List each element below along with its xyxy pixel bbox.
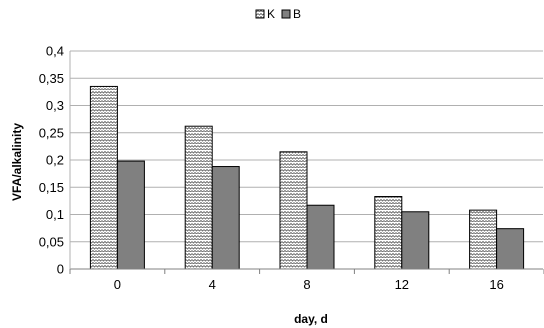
- bar-b-8: [306, 204, 335, 270]
- x-tick-labels: 0 4 8 12 16: [114, 277, 504, 292]
- x-tick-label: 16: [489, 277, 503, 292]
- bar-b-4: [211, 166, 240, 270]
- bar-k-4: [184, 125, 213, 270]
- y-tick-label: 0,1: [46, 207, 64, 222]
- y-tick-label: 0: [57, 262, 64, 277]
- bar-b-16: [496, 228, 525, 270]
- bar-k-12: [374, 196, 403, 270]
- y-tick-label: 0,05: [39, 234, 64, 249]
- legend-label-b: B: [293, 7, 301, 21]
- x-tick-label: 12: [395, 277, 409, 292]
- x-axis-title: day, d: [294, 312, 328, 326]
- y-axis-title: VFA/alkalinity: [10, 123, 24, 201]
- y-tick-label: 0,35: [39, 71, 64, 86]
- bar-k-16: [469, 209, 498, 270]
- bar-b-12: [401, 211, 430, 270]
- y-tick-label: 0,15: [39, 180, 64, 195]
- legend-swatch-k: [255, 9, 265, 19]
- axes: [69, 51, 544, 274]
- x-tick-label: 8: [303, 277, 310, 292]
- y-tick-label: 0,25: [39, 125, 64, 140]
- x-tick-label: 4: [209, 277, 216, 292]
- y-tick-label: 0,3: [46, 98, 64, 113]
- bars: [89, 85, 525, 270]
- y-tick-label: 0,2: [46, 153, 64, 168]
- legend-swatch-b: [281, 9, 291, 19]
- bar-b-0: [116, 160, 145, 270]
- bar-k-0: [89, 85, 118, 270]
- y-tick-labels: 0 0,05 0,1 0,15 0,2 0,25 0,3 0,35 0,4: [39, 44, 64, 277]
- bar-k-8: [279, 151, 308, 270]
- y-tick-label: 0,4: [46, 44, 64, 59]
- x-tick-label: 0: [114, 277, 121, 292]
- legend-label-k: K: [267, 7, 275, 21]
